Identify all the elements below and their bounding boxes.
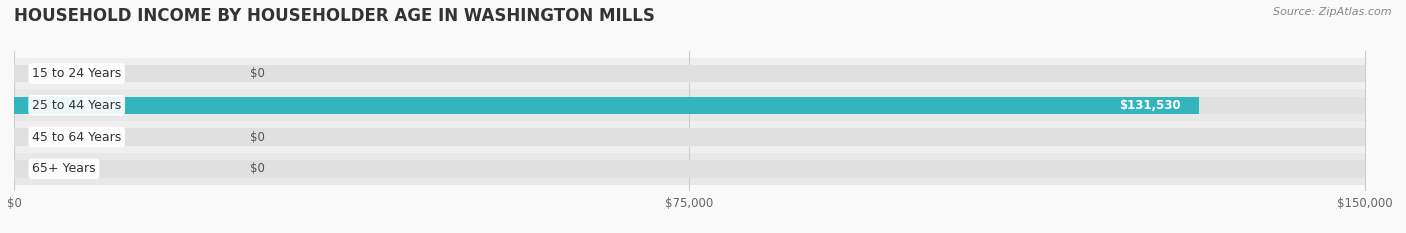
Bar	[14, 128, 1365, 146]
Bar	[14, 153, 1365, 185]
Text: 65+ Years: 65+ Years	[32, 162, 96, 175]
Text: HOUSEHOLD INCOME BY HOUSEHOLDER AGE IN WASHINGTON MILLS: HOUSEHOLD INCOME BY HOUSEHOLDER AGE IN W…	[14, 7, 655, 25]
Text: Source: ZipAtlas.com: Source: ZipAtlas.com	[1274, 7, 1392, 17]
Bar	[14, 58, 1365, 89]
Bar	[14, 65, 1365, 82]
Bar	[14, 160, 1365, 178]
Bar	[14, 96, 1198, 114]
Text: 45 to 64 Years: 45 to 64 Years	[32, 130, 121, 144]
Text: $131,530: $131,530	[1119, 99, 1181, 112]
Text: $0: $0	[250, 162, 266, 175]
Bar	[14, 89, 1365, 121]
Bar	[14, 121, 1365, 153]
Text: 25 to 44 Years: 25 to 44 Years	[32, 99, 121, 112]
Text: $0: $0	[250, 67, 266, 80]
Text: $0: $0	[250, 130, 266, 144]
Bar	[14, 96, 1365, 114]
Text: 15 to 24 Years: 15 to 24 Years	[32, 67, 121, 80]
